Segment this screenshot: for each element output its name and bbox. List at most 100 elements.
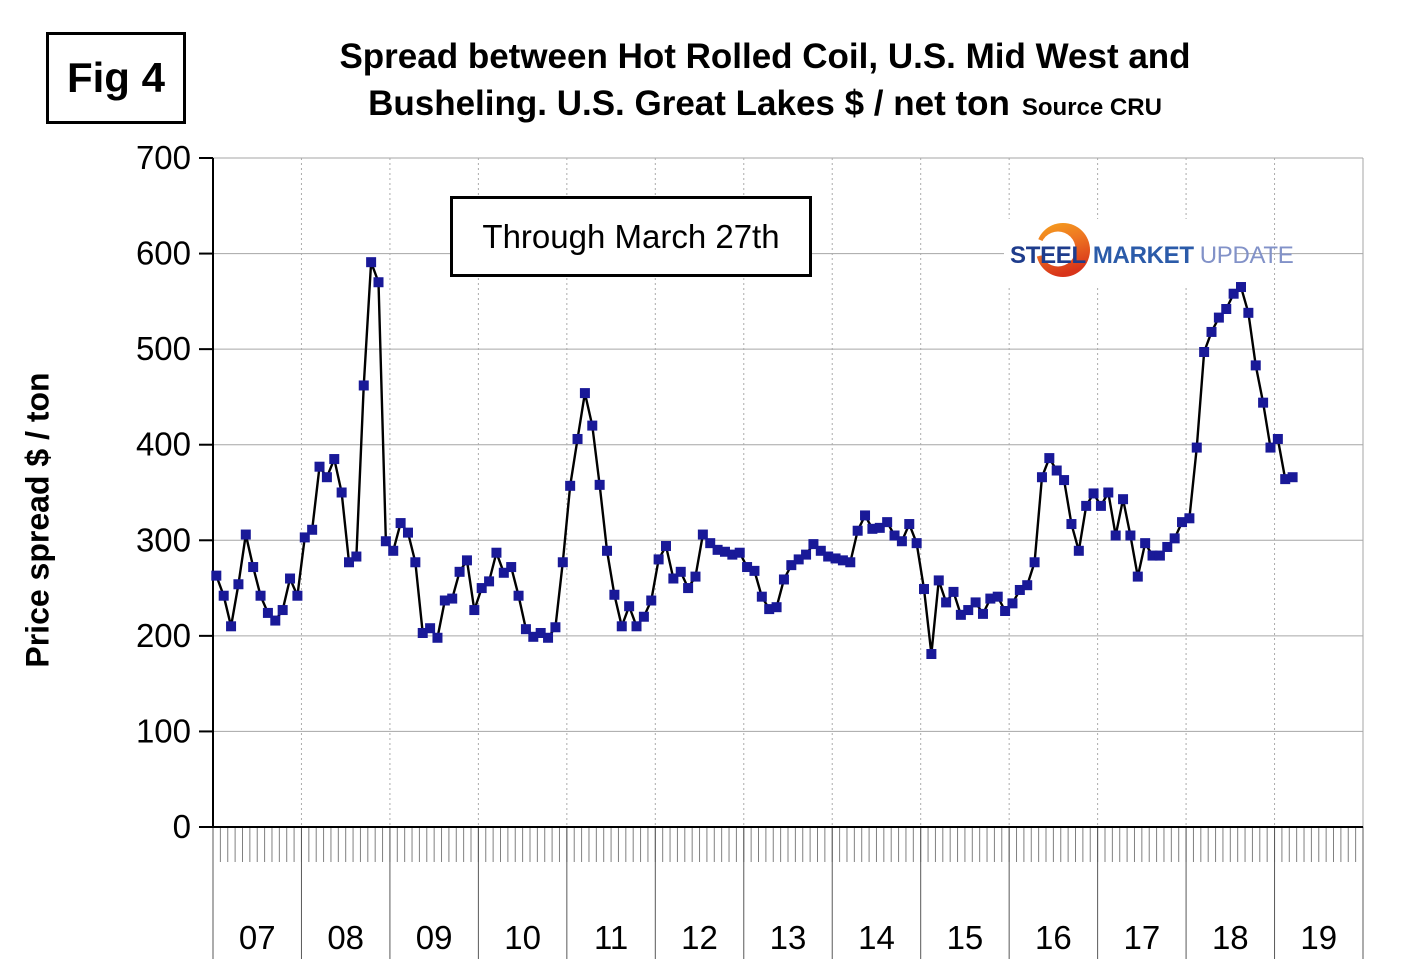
data-point-marker — [1066, 519, 1077, 530]
data-point-marker — [823, 551, 834, 562]
y-tick-label: 0 — [173, 808, 191, 845]
data-point-marker — [233, 579, 244, 590]
data-point-marker — [1014, 584, 1025, 595]
data-point-marker — [830, 553, 841, 564]
data-point-marker — [270, 615, 281, 626]
data-point-marker — [395, 518, 406, 529]
data-point-marker — [373, 277, 384, 288]
data-point-marker — [1147, 550, 1158, 561]
data-point-marker — [285, 573, 296, 584]
data-point-marker — [1110, 530, 1121, 541]
data-point-marker — [1235, 282, 1246, 293]
data-point-marker — [675, 566, 686, 577]
data-point-marker — [719, 546, 730, 557]
data-point-marker — [402, 527, 413, 538]
data-point-marker — [815, 545, 826, 556]
data-point-marker — [1051, 465, 1062, 476]
data-point-marker — [587, 420, 598, 431]
data-point-marker — [314, 461, 325, 472]
data-point-marker — [528, 631, 539, 642]
data-point-marker — [240, 529, 251, 540]
data-point-marker — [226, 621, 237, 632]
data-point-marker — [299, 532, 310, 543]
data-point-marker — [963, 605, 974, 616]
data-point-marker — [1280, 474, 1291, 485]
data-point-marker — [749, 565, 760, 576]
data-point-marker — [992, 591, 1003, 602]
data-point-marker — [808, 539, 819, 550]
data-point-marker — [926, 649, 937, 660]
data-point-marker — [1118, 494, 1129, 505]
data-point-marker — [1007, 598, 1018, 609]
data-point-marker — [860, 510, 871, 521]
data-point-marker — [683, 583, 694, 594]
data-point-marker — [631, 621, 642, 632]
data-point-marker — [572, 433, 583, 444]
data-point-marker — [867, 523, 878, 534]
data-point-marker — [697, 529, 708, 540]
data-point-marker — [579, 388, 590, 399]
data-point-marker — [1022, 580, 1033, 591]
data-point-marker — [543, 632, 554, 643]
data-point-marker — [653, 554, 664, 565]
data-point-marker — [491, 547, 502, 558]
source-label: Source CRU — [1021, 94, 1162, 121]
data-point-marker — [292, 590, 303, 601]
data-point-marker — [852, 525, 863, 536]
data-point-marker — [955, 609, 966, 620]
data-point-marker — [874, 522, 885, 533]
data-point-marker — [1199, 347, 1210, 358]
logo-word-update: UPDATE — [1199, 242, 1294, 269]
data-point-marker — [1287, 472, 1298, 483]
data-point-marker — [1029, 557, 1040, 568]
data-point-marker — [660, 541, 671, 552]
chart-title-line2: Busheling. U.S. Great Lakes $ / net ton S… — [368, 84, 1162, 123]
data-point-marker — [1258, 397, 1269, 408]
data-point-marker — [904, 519, 915, 530]
data-point-marker — [668, 573, 679, 584]
data-point-marker — [425, 623, 436, 634]
data-point-marker — [1073, 545, 1084, 556]
y-tick-label: 400 — [136, 426, 191, 463]
x-tick-label: 10 — [504, 919, 541, 956]
data-point-marker — [218, 590, 229, 601]
chart-title-line1: Spread between Hot Rolled Coil, U.S. Mid… — [339, 37, 1191, 76]
logo-text: STEEL MARKET UPDATE — [1010, 242, 1294, 270]
x-tick-label: 19 — [1300, 919, 1337, 956]
logo-word-steel: STEEL — [1010, 242, 1086, 269]
data-point-marker — [970, 597, 981, 608]
data-point-marker — [380, 536, 391, 547]
data-point-marker — [845, 557, 856, 568]
data-point-marker — [933, 575, 944, 586]
data-point-marker — [1162, 541, 1173, 552]
data-point-marker — [255, 590, 266, 601]
logo-word-market: MARKET — [1092, 242, 1194, 269]
x-tick-label: 11 — [594, 919, 628, 956]
data-point-marker — [742, 562, 753, 573]
data-point-marker — [786, 560, 797, 571]
x-tick-label: 15 — [947, 919, 984, 956]
data-point-marker — [1125, 530, 1136, 541]
data-point-marker — [948, 586, 959, 597]
data-point-marker — [609, 589, 620, 600]
data-point-marker — [417, 627, 428, 638]
annotation-text: Through March 27th — [482, 217, 780, 255]
data-point-marker — [1140, 538, 1151, 549]
data-point-marker — [1221, 304, 1232, 315]
data-point-marker — [1250, 360, 1261, 371]
data-point-marker — [1169, 533, 1180, 544]
chart-title: Spread between Hot Rolled Coil, U.S. Mid… — [240, 33, 1290, 131]
data-point-marker — [919, 584, 930, 595]
data-point-marker — [469, 605, 480, 616]
data-point-marker — [1132, 571, 1143, 582]
y-tick-label: 100 — [136, 712, 191, 749]
data-point-marker — [1265, 442, 1276, 453]
data-point-marker — [727, 549, 738, 560]
data-point-marker — [896, 536, 907, 547]
data-point-marker — [1213, 312, 1224, 323]
data-point-marker — [565, 480, 576, 491]
data-point-marker — [1044, 453, 1055, 464]
data-point-marker — [520, 624, 531, 635]
data-point-marker — [646, 595, 657, 606]
